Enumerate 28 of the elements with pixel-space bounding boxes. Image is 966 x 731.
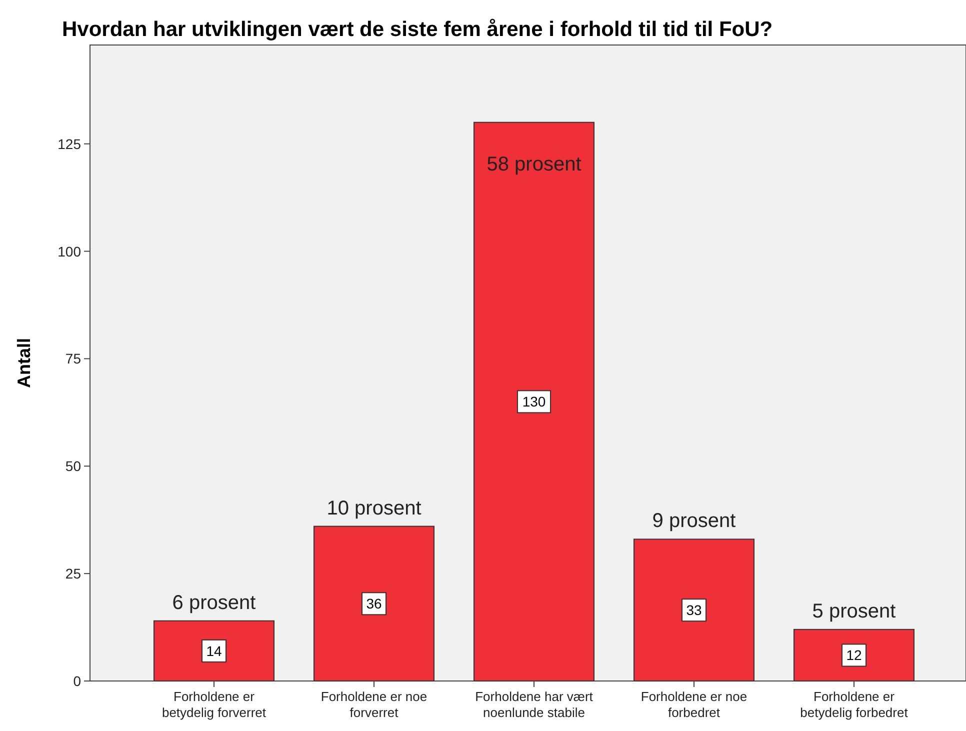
x-tick-label: Forholdene er betydelig forbedret bbox=[800, 689, 908, 720]
y-tick-label: 25 bbox=[65, 566, 82, 582]
annotation: 6 prosent bbox=[172, 592, 256, 614]
y-tick-label: 50 bbox=[65, 458, 82, 474]
data-label: 12 bbox=[846, 647, 862, 664]
data-label: 33 bbox=[686, 602, 702, 618]
bar bbox=[154, 620, 274, 682]
bar bbox=[794, 628, 914, 682]
data-label: 130 bbox=[522, 394, 546, 410]
x-tick-label: Forholdene er betydelig forverret bbox=[162, 689, 266, 720]
y-axis-title: Antall bbox=[14, 338, 34, 388]
chart-title: Hvordan har utviklingen vært de siste fem årene i forhold til tid til FoU? bbox=[62, 18, 773, 41]
annotation: 9 prosent bbox=[652, 510, 736, 532]
bar bbox=[314, 526, 434, 682]
data-label: 36 bbox=[366, 596, 382, 612]
y-tick-label: 100 bbox=[58, 243, 82, 260]
annotation: 58 prosent bbox=[486, 153, 582, 176]
data-label: 14 bbox=[206, 642, 222, 659]
x-tick-label: Forholdene er noe forbedret bbox=[640, 689, 748, 720]
bar bbox=[634, 538, 754, 682]
annotation: 5 prosent bbox=[812, 600, 896, 622]
y-tick-label: 125 bbox=[58, 136, 82, 152]
x-tick-label: Forholdene har vært noenlunde stabile bbox=[475, 689, 594, 720]
x-tick-label: Forholdene er noe forverret bbox=[320, 689, 428, 720]
y-tick-label: 0 bbox=[73, 673, 82, 689]
bar bbox=[474, 122, 594, 682]
y-tick-label: 75 bbox=[65, 350, 82, 367]
annotation: 10 prosent bbox=[326, 497, 422, 520]
